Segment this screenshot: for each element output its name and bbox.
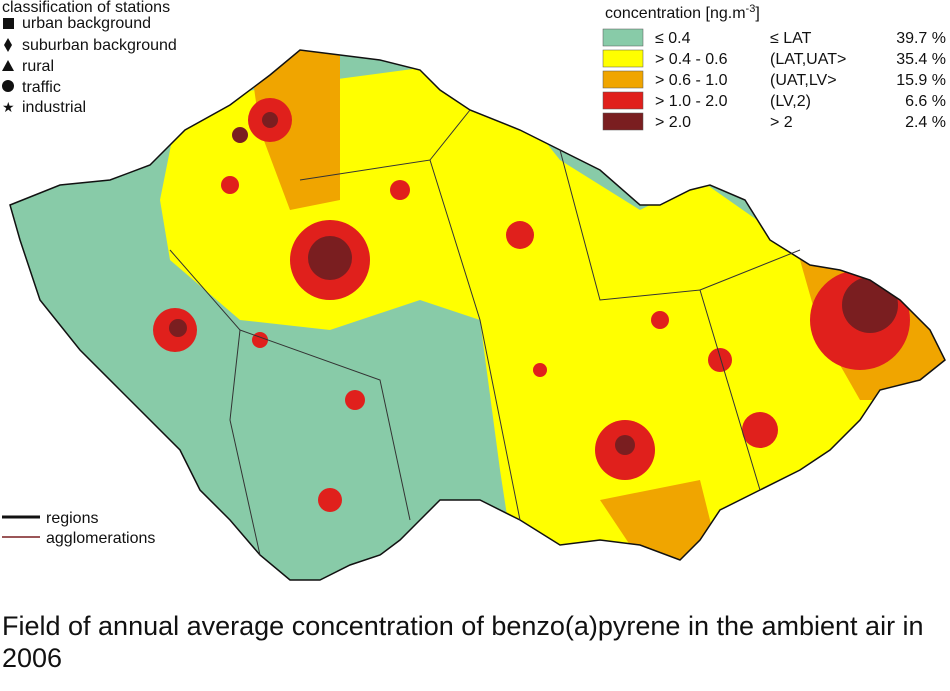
- class-label: ≤ LAT: [770, 30, 812, 47]
- region-borders: [169, 109, 801, 556]
- class-label: (UAT,LV>: [770, 72, 837, 89]
- icon-square: [3, 18, 14, 29]
- concentration-title: concentration [ng.m-3]: [605, 3, 760, 22]
- station-type: suburban background: [22, 37, 177, 54]
- share-label: 39.7 %: [896, 30, 946, 47]
- boundary-label: regions: [46, 510, 98, 527]
- range-label: > 2.0: [655, 114, 691, 131]
- swatch: [602, 70, 644, 89]
- boundary-label: agglomerations: [46, 530, 155, 547]
- swatch: [602, 28, 644, 47]
- class-label: (LV,2): [770, 93, 811, 110]
- stations-title: classification of stations: [2, 0, 170, 16]
- icon-triangle: [2, 60, 14, 71]
- share-label: 6.6 %: [905, 93, 946, 110]
- range-label: > 0.4 - 0.6: [655, 51, 728, 68]
- station-type: urban background: [22, 15, 151, 32]
- icon-circle: [2, 80, 14, 92]
- class-label: > 2: [770, 114, 793, 131]
- icon-star: ★: [2, 99, 15, 115]
- range-label: > 0.6 - 1.0: [655, 72, 728, 89]
- station-type: traffic: [22, 79, 61, 96]
- station-type: industrial: [22, 99, 86, 116]
- swatch: [602, 91, 644, 110]
- share-label: 2.4 %: [905, 114, 946, 131]
- caption: Field of annual average concentration of…: [2, 611, 924, 673]
- swatch: [602, 49, 644, 68]
- station-type: rural: [22, 58, 54, 75]
- share-label: 15.9 %: [896, 72, 946, 89]
- share-label: 35.4 %: [896, 51, 946, 68]
- swatch: [602, 112, 644, 131]
- class-label: (LAT,UAT>: [770, 51, 846, 68]
- concentration-field: [10, 50, 945, 580]
- range-label: ≤ 0.4: [655, 30, 691, 47]
- country-border: [9, 49, 946, 581]
- range-label: > 1.0 - 2.0: [655, 93, 728, 110]
- map: classification of stations ★ urban backg…: [2, 0, 946, 581]
- icon-diamond: [4, 38, 12, 52]
